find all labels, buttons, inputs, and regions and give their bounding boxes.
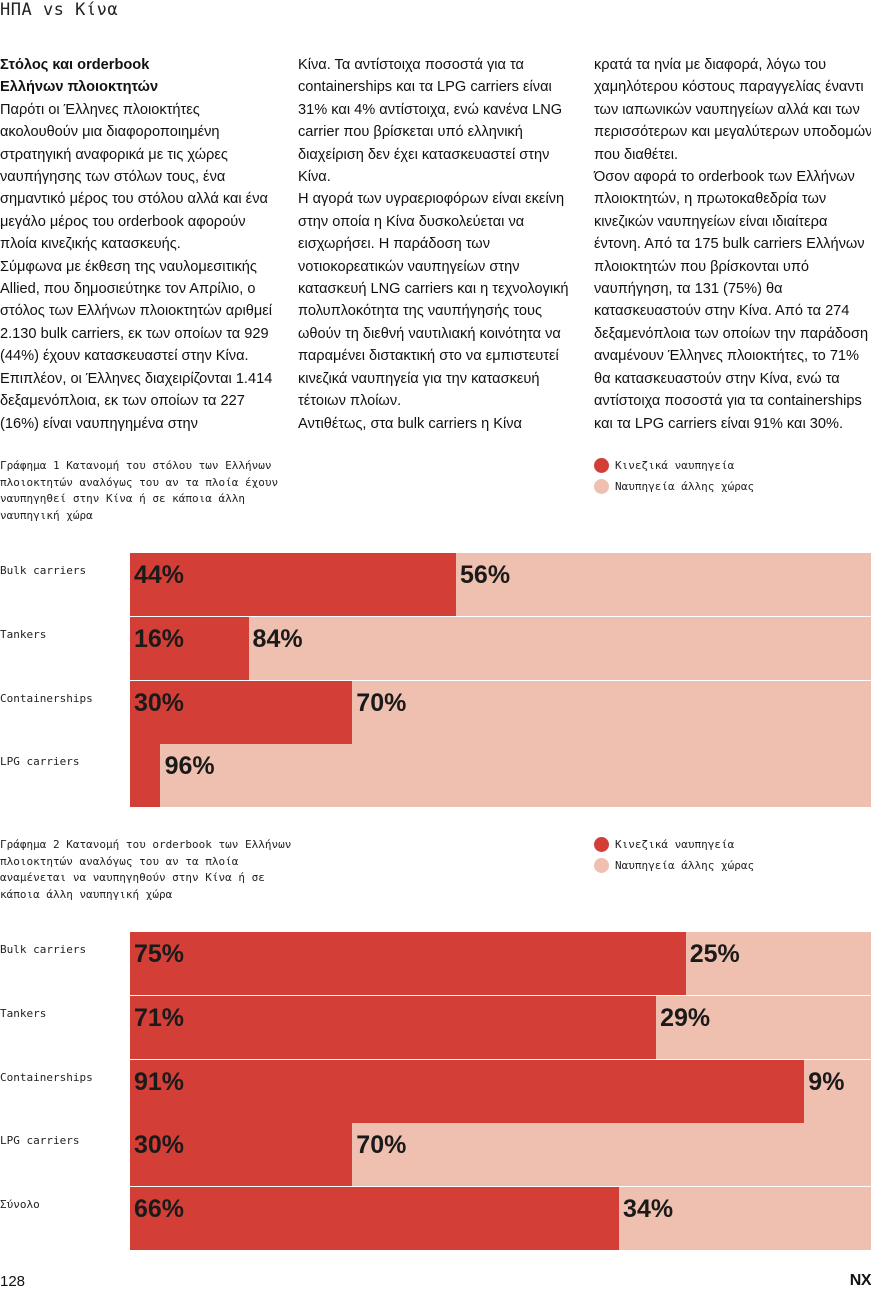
- paragraph: Κίνα. Τα αντίστοιχα ποσοστά για τα conta…: [298, 57, 563, 186]
- bar-segment-chinese: [130, 1123, 353, 1187]
- article-column-1: Στόλος και orderbook Ελλήνων πλοιοκτητών…: [0, 54, 279, 435]
- chart-row: LPG carriers 30% 70%: [0, 1123, 871, 1187]
- legend-label: Ναυπηγεία άλλης χώρας: [615, 480, 755, 493]
- legend-swatch-other: [594, 858, 609, 873]
- data-label: 91%: [134, 1067, 185, 1096]
- subheading-line-1: Στόλος και orderbook: [0, 57, 150, 73]
- stacked-bar: 16% 84%: [130, 616, 871, 680]
- category-label: Containerships: [0, 691, 93, 705]
- legend-swatch-chinese: [594, 837, 609, 852]
- bar-segment-other: [685, 932, 871, 995]
- chart-row: Containerships 91% 9%: [0, 1059, 871, 1123]
- chart-row: Σύνολο 66% 34%: [0, 1187, 871, 1250]
- legend-label: Κινεζικά ναυπηγεία: [615, 459, 735, 472]
- data-label: 84%: [252, 624, 303, 653]
- stacked-bar: 71% 29%: [130, 995, 871, 1059]
- bar-segment-other: [352, 1123, 871, 1187]
- data-label: 30%: [134, 1131, 185, 1160]
- bar-segment-other: [159, 744, 871, 808]
- category-label: LPG carriers: [0, 1134, 80, 1148]
- legend-label: Κινεζικά ναυπηγεία: [615, 838, 735, 851]
- stacked-bar: 66% 34%: [130, 1187, 871, 1250]
- data-label: 25%: [689, 940, 740, 968]
- bar-segment-other: [804, 1059, 871, 1123]
- chart-1-caption: Γράφημα 1 Κατανομή του στόλου των Ελλήνω…: [0, 459, 279, 522]
- legend-item: Ναυπηγεία άλλης χώρας: [594, 855, 754, 876]
- paragraph: Η αγορά των υγραεριοφόρων είναι εκείνη σ…: [298, 191, 569, 410]
- data-label: 71%: [134, 1003, 185, 1032]
- paragraph: Σύμφωνα με έκθεση της ναυλομεσιτικής All…: [0, 258, 273, 432]
- chart-row: Tankers 71% 29%: [0, 995, 871, 1059]
- paragraph: Παρότι οι Έλληνες πλοιοκτήτες ακολουθούν…: [0, 101, 268, 253]
- bar-segment-chinese: [130, 616, 249, 680]
- stacked-bar: 44% 56%: [130, 553, 871, 616]
- category-label: Bulk carriers: [0, 564, 87, 577]
- data-label: 70%: [356, 1131, 407, 1160]
- bar-segment-other: [456, 553, 871, 616]
- stacked-bar: 96%: [130, 744, 871, 808]
- data-label: 75%: [134, 940, 185, 968]
- legend-item: Κινεζικά ναυπηγεία: [594, 455, 754, 476]
- running-header: ΗΠΑ vs Κίνα: [0, 0, 119, 20]
- chart-row: Bulk carriers 75% 25%: [0, 932, 871, 995]
- data-label: 34%: [623, 1195, 674, 1223]
- category-label: Bulk carriers: [0, 943, 87, 956]
- category-label: Σύνολο: [0, 1198, 40, 1211]
- legend-item: Ναυπηγεία άλλης χώρας: [594, 476, 754, 497]
- subheading-line-2: Ελλήνων πλοιοκτητών: [0, 79, 159, 96]
- chart-row: Bulk carriers 44% 56%: [0, 553, 871, 616]
- data-label: 29%: [660, 1003, 711, 1032]
- paragraph: Αντιθέτως, στα bulk carriers η Κίνα: [298, 415, 522, 432]
- chart-2-orderbook: Bulk carriers 75% 25% Tankers 71% 29% Containe…: [0, 932, 871, 1251]
- bar-segment-chinese: [130, 553, 457, 616]
- category-label: Tankers: [0, 627, 47, 641]
- bar-segment-other: [352, 680, 871, 744]
- chart-2-legend: Κινεζικά ναυπηγεία Ναυπηγεία άλλης χώρας: [594, 834, 754, 876]
- bar-segment-chinese: [130, 932, 686, 995]
- chart-row: Tankers 16% 84%: [0, 616, 871, 680]
- bar-segment-chinese: [130, 1059, 805, 1123]
- bar-segment-other: [248, 616, 871, 680]
- data-label: 56%: [460, 561, 511, 589]
- article-column-2: Κίνα. Τα αντίστοιχα ποσοστά για τα conta…: [298, 54, 577, 435]
- bar-segment-chinese: [130, 995, 657, 1059]
- bar-segment-chinese: [130, 680, 353, 744]
- stacked-bar: 30% 70%: [130, 680, 871, 744]
- chart-1-legend: Κινεζικά ναυπηγεία Ναυπηγεία άλλης χώρας: [594, 455, 754, 497]
- article-column-3: κρατά τα ηνία με διαφορά, λόγω του χαμηλ…: [594, 54, 871, 435]
- stacked-bar: 91% 9%: [130, 1059, 871, 1123]
- bar-segment-chinese: [130, 744, 160, 808]
- chart-row: LPG carriers 96%: [0, 744, 871, 808]
- chart-1-fleet: Bulk carriers 44% 56% Tankers 16% 84% Containe…: [0, 553, 871, 808]
- data-label: 44%: [134, 561, 185, 589]
- legend-swatch-chinese: [594, 458, 609, 473]
- category-label: Containerships: [0, 1070, 93, 1084]
- bar-segment-other: [619, 1187, 871, 1250]
- category-label: Tankers: [0, 1006, 47, 1020]
- page-number: 128: [0, 1273, 26, 1290]
- publication-logo: NX: [849, 1272, 871, 1289]
- data-label: 30%: [134, 688, 185, 717]
- bar-segment-chinese: [130, 1187, 620, 1250]
- legend-swatch-other: [594, 479, 609, 494]
- chart-row: Containerships 30% 70%: [0, 680, 871, 744]
- stacked-bar: 75% 25%: [130, 932, 871, 995]
- legend-item: Κινεζικά ναυπηγεία: [594, 834, 754, 855]
- data-label: 96%: [164, 752, 215, 781]
- legend-label: Ναυπηγεία άλλης χώρας: [615, 859, 755, 872]
- paragraph: Όσον αφορά το orderbook των Ελλήνων πλοι…: [594, 169, 869, 432]
- bar-segment-other: [656, 995, 871, 1059]
- chart-2-caption: Γράφημα 2 Κατανομή του orderbook των Ελλ…: [0, 838, 292, 901]
- paragraph: κρατά τα ηνία με διαφορά, λόγω του χαμηλ…: [594, 57, 871, 163]
- data-label: 66%: [134, 1195, 185, 1223]
- data-label: 16%: [134, 624, 185, 653]
- data-label: 70%: [356, 688, 407, 717]
- stacked-bar: 30% 70%: [130, 1123, 871, 1187]
- data-label: 9%: [808, 1067, 845, 1096]
- category-label: LPG carriers: [0, 755, 80, 769]
